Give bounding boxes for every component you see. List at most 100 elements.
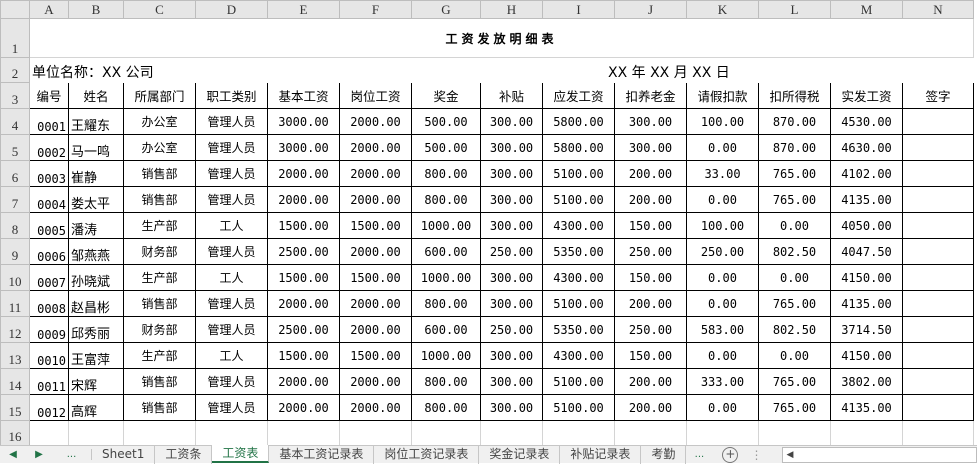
table-cell[interactable]: 管理人员 — [195, 108, 268, 135]
table-cell[interactable]: 300.00 — [480, 212, 543, 239]
table-cell[interactable]: 2000.00 — [339, 134, 412, 161]
column-header[interactable]: L — [758, 0, 831, 19]
add-sheet-icon[interactable]: + — [722, 446, 739, 463]
table-cell[interactable]: 2000.00 — [267, 394, 340, 421]
table-cell[interactable]: 工人 — [195, 212, 268, 239]
table-cell[interactable]: 2000.00 — [339, 186, 412, 213]
table-cell[interactable]: 765.00 — [758, 368, 831, 395]
table-cell[interactable] — [902, 108, 974, 135]
table-cell[interactable]: 800.00 — [411, 394, 481, 421]
row-header[interactable]: 5 — [0, 134, 30, 161]
table-cell[interactable]: 4530.00 — [830, 108, 903, 135]
table-cell[interactable]: 300.00 — [480, 394, 543, 421]
table-cell[interactable]: 765.00 — [758, 394, 831, 421]
table-cell[interactable]: 100.00 — [686, 108, 759, 135]
empty-cell[interactable] — [268, 58, 543, 83]
row-header[interactable]: 8 — [0, 212, 30, 239]
sheet-tab[interactable]: 考勤 — [641, 445, 687, 464]
table-cell[interactable]: 管理人员 — [195, 290, 268, 317]
row-header[interactable]: 10 — [0, 264, 30, 291]
table-cell[interactable]: 销售部 — [123, 394, 196, 421]
table-cell[interactable] — [902, 212, 974, 239]
column-header[interactable]: I — [542, 0, 615, 19]
table-cell[interactable]: 邹燕燕 — [68, 238, 124, 265]
table-cell[interactable]: 765.00 — [758, 160, 831, 187]
table-cell[interactable]: 250.00 — [480, 316, 543, 343]
table-cell[interactable]: 870.00 — [758, 108, 831, 135]
table-cell[interactable]: 4102.00 — [830, 160, 903, 187]
empty-cell[interactable] — [68, 420, 124, 446]
sheet-tab[interactable]: 奖金记录表 — [479, 445, 561, 464]
date-cell[interactable]: XX 年 XX 月 XX 日 — [608, 65, 730, 81]
table-cell[interactable]: 0.00 — [686, 342, 759, 369]
table-cell[interactable]: 1000.00 — [411, 342, 481, 369]
column-header[interactable]: K — [686, 0, 759, 19]
table-cell[interactable]: 0.00 — [686, 186, 759, 213]
table-cell[interactable]: 765.00 — [758, 290, 831, 317]
empty-cell[interactable] — [686, 420, 759, 446]
table-header-cell[interactable]: 编号 — [29, 82, 69, 109]
table-cell[interactable]: 200.00 — [614, 368, 687, 395]
table-cell[interactable]: 3714.50 — [830, 316, 903, 343]
more-sheets-left-button[interactable]: ... — [52, 449, 92, 460]
table-cell[interactable]: 5800.00 — [542, 108, 615, 135]
table-cell[interactable]: 生产部 — [123, 264, 196, 291]
table-cell[interactable]: 200.00 — [614, 394, 687, 421]
table-cell[interactable]: 2000.00 — [339, 108, 412, 135]
table-cell[interactable]: 生产部 — [123, 342, 196, 369]
table-cell[interactable]: 2000.00 — [267, 290, 340, 317]
table-cell[interactable]: 5100.00 — [542, 368, 615, 395]
row-header[interactable]: 4 — [0, 108, 30, 135]
table-header-cell[interactable]: 岗位工资 — [339, 82, 412, 109]
table-cell[interactable]: 2000.00 — [267, 368, 340, 395]
row-header[interactable]: 14 — [0, 368, 30, 395]
table-header-cell[interactable]: 应发工资 — [542, 82, 615, 109]
table-cell[interactable]: 办公室 — [123, 108, 196, 135]
table-cell[interactable]: 4300.00 — [542, 342, 615, 369]
table-cell[interactable]: 5350.00 — [542, 238, 615, 265]
table-cell[interactable]: 150.00 — [614, 264, 687, 291]
table-cell[interactable]: 0012 — [29, 394, 69, 421]
table-cell[interactable]: 0001 — [29, 108, 69, 135]
table-cell[interactable]: 200.00 — [614, 290, 687, 317]
column-header[interactable]: N — [902, 0, 974, 19]
table-cell[interactable]: 管理人员 — [195, 238, 268, 265]
table-cell[interactable]: 2000.00 — [339, 316, 412, 343]
table-cell[interactable]: 销售部 — [123, 368, 196, 395]
table-cell[interactable]: 600.00 — [411, 316, 481, 343]
table-cell[interactable]: 300.00 — [480, 134, 543, 161]
table-cell[interactable] — [902, 186, 974, 213]
table-cell[interactable]: 崔静 — [68, 160, 124, 187]
table-cell[interactable]: 33.00 — [686, 160, 759, 187]
empty-cell[interactable] — [480, 420, 543, 446]
row-header[interactable]: 9 — [0, 238, 30, 265]
table-cell[interactable]: 2500.00 — [267, 316, 340, 343]
table-cell[interactable]: 销售部 — [123, 290, 196, 317]
empty-cell[interactable] — [29, 420, 69, 446]
sheet-tab[interactable]: 工资条 — [155, 445, 213, 464]
table-cell[interactable] — [902, 160, 974, 187]
table-cell[interactable]: 4300.00 — [542, 264, 615, 291]
table-cell[interactable]: 0010 — [29, 342, 69, 369]
table-header-cell[interactable]: 扣所得税 — [758, 82, 831, 109]
table-cell[interactable]: 管理人员 — [195, 186, 268, 213]
table-cell[interactable]: 娄太平 — [68, 186, 124, 213]
table-cell[interactable]: 王富萍 — [68, 342, 124, 369]
table-cell[interactable] — [902, 264, 974, 291]
table-cell[interactable]: 0.00 — [686, 394, 759, 421]
table-cell[interactable]: 100.00 — [686, 212, 759, 239]
table-header-cell[interactable]: 请假扣款 — [686, 82, 759, 109]
table-cell[interactable]: 0.00 — [686, 290, 759, 317]
tab-splitter-handle[interactable]: ⋮ — [750, 447, 763, 462]
table-cell[interactable]: 800.00 — [411, 160, 481, 187]
table-cell[interactable]: 0007 — [29, 264, 69, 291]
table-header-cell[interactable]: 职工类别 — [195, 82, 268, 109]
spreadsheet-grid[interactable]: A B C D E F G H I J K L M N 1 工资发放明细表 2 单位名称：XX 公司 XX 年 XX… — [0, 0, 974, 446]
select-all-corner[interactable] — [0, 0, 30, 19]
table-cell[interactable]: 250.00 — [614, 238, 687, 265]
row-header[interactable]: 3 — [0, 82, 30, 109]
table-cell[interactable] — [902, 368, 974, 395]
column-header[interactable]: J — [614, 0, 687, 19]
table-cell[interactable]: 马一鸣 — [68, 134, 124, 161]
row-header[interactable]: 2 — [0, 57, 30, 83]
